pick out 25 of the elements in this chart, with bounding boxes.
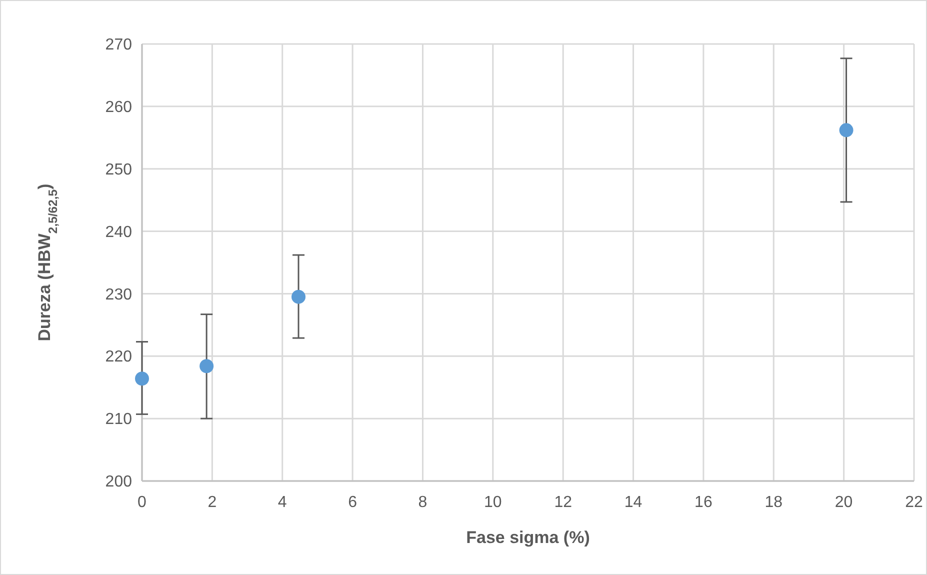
y-tick-label: 200 (105, 474, 132, 491)
y-tick-label: 260 (105, 99, 132, 116)
x-tick-label: 12 (554, 494, 572, 511)
point (292, 290, 306, 304)
x-tick-label: 4 (278, 494, 287, 511)
x-tick-label: 0 (138, 494, 147, 511)
x-tick-label: 18 (764, 494, 783, 511)
y-tick-label: 220 (105, 348, 132, 366)
x-tick-label: 10 (484, 494, 502, 511)
point (839, 123, 854, 138)
x-tick-label: 2 (208, 494, 217, 511)
y-tick-label: 210 (105, 411, 132, 428)
x-axis-title: Fase sigma (%) (466, 528, 590, 547)
y-tick-label: 250 (105, 161, 132, 178)
y-tick-label: 270 (105, 36, 132, 54)
y-tick-label: 240 (105, 224, 132, 241)
x-tick-label: 6 (348, 494, 358, 511)
x-tick-label: 22 (905, 494, 923, 511)
x-tick-label: 14 (624, 494, 642, 511)
point (200, 359, 214, 374)
y-tick-label: 230 (105, 286, 132, 304)
x-tick-label: 16 (694, 494, 712, 511)
x-tick-label: 20 (834, 494, 853, 511)
point (135, 372, 149, 386)
x-tick-label: 8 (418, 494, 428, 511)
